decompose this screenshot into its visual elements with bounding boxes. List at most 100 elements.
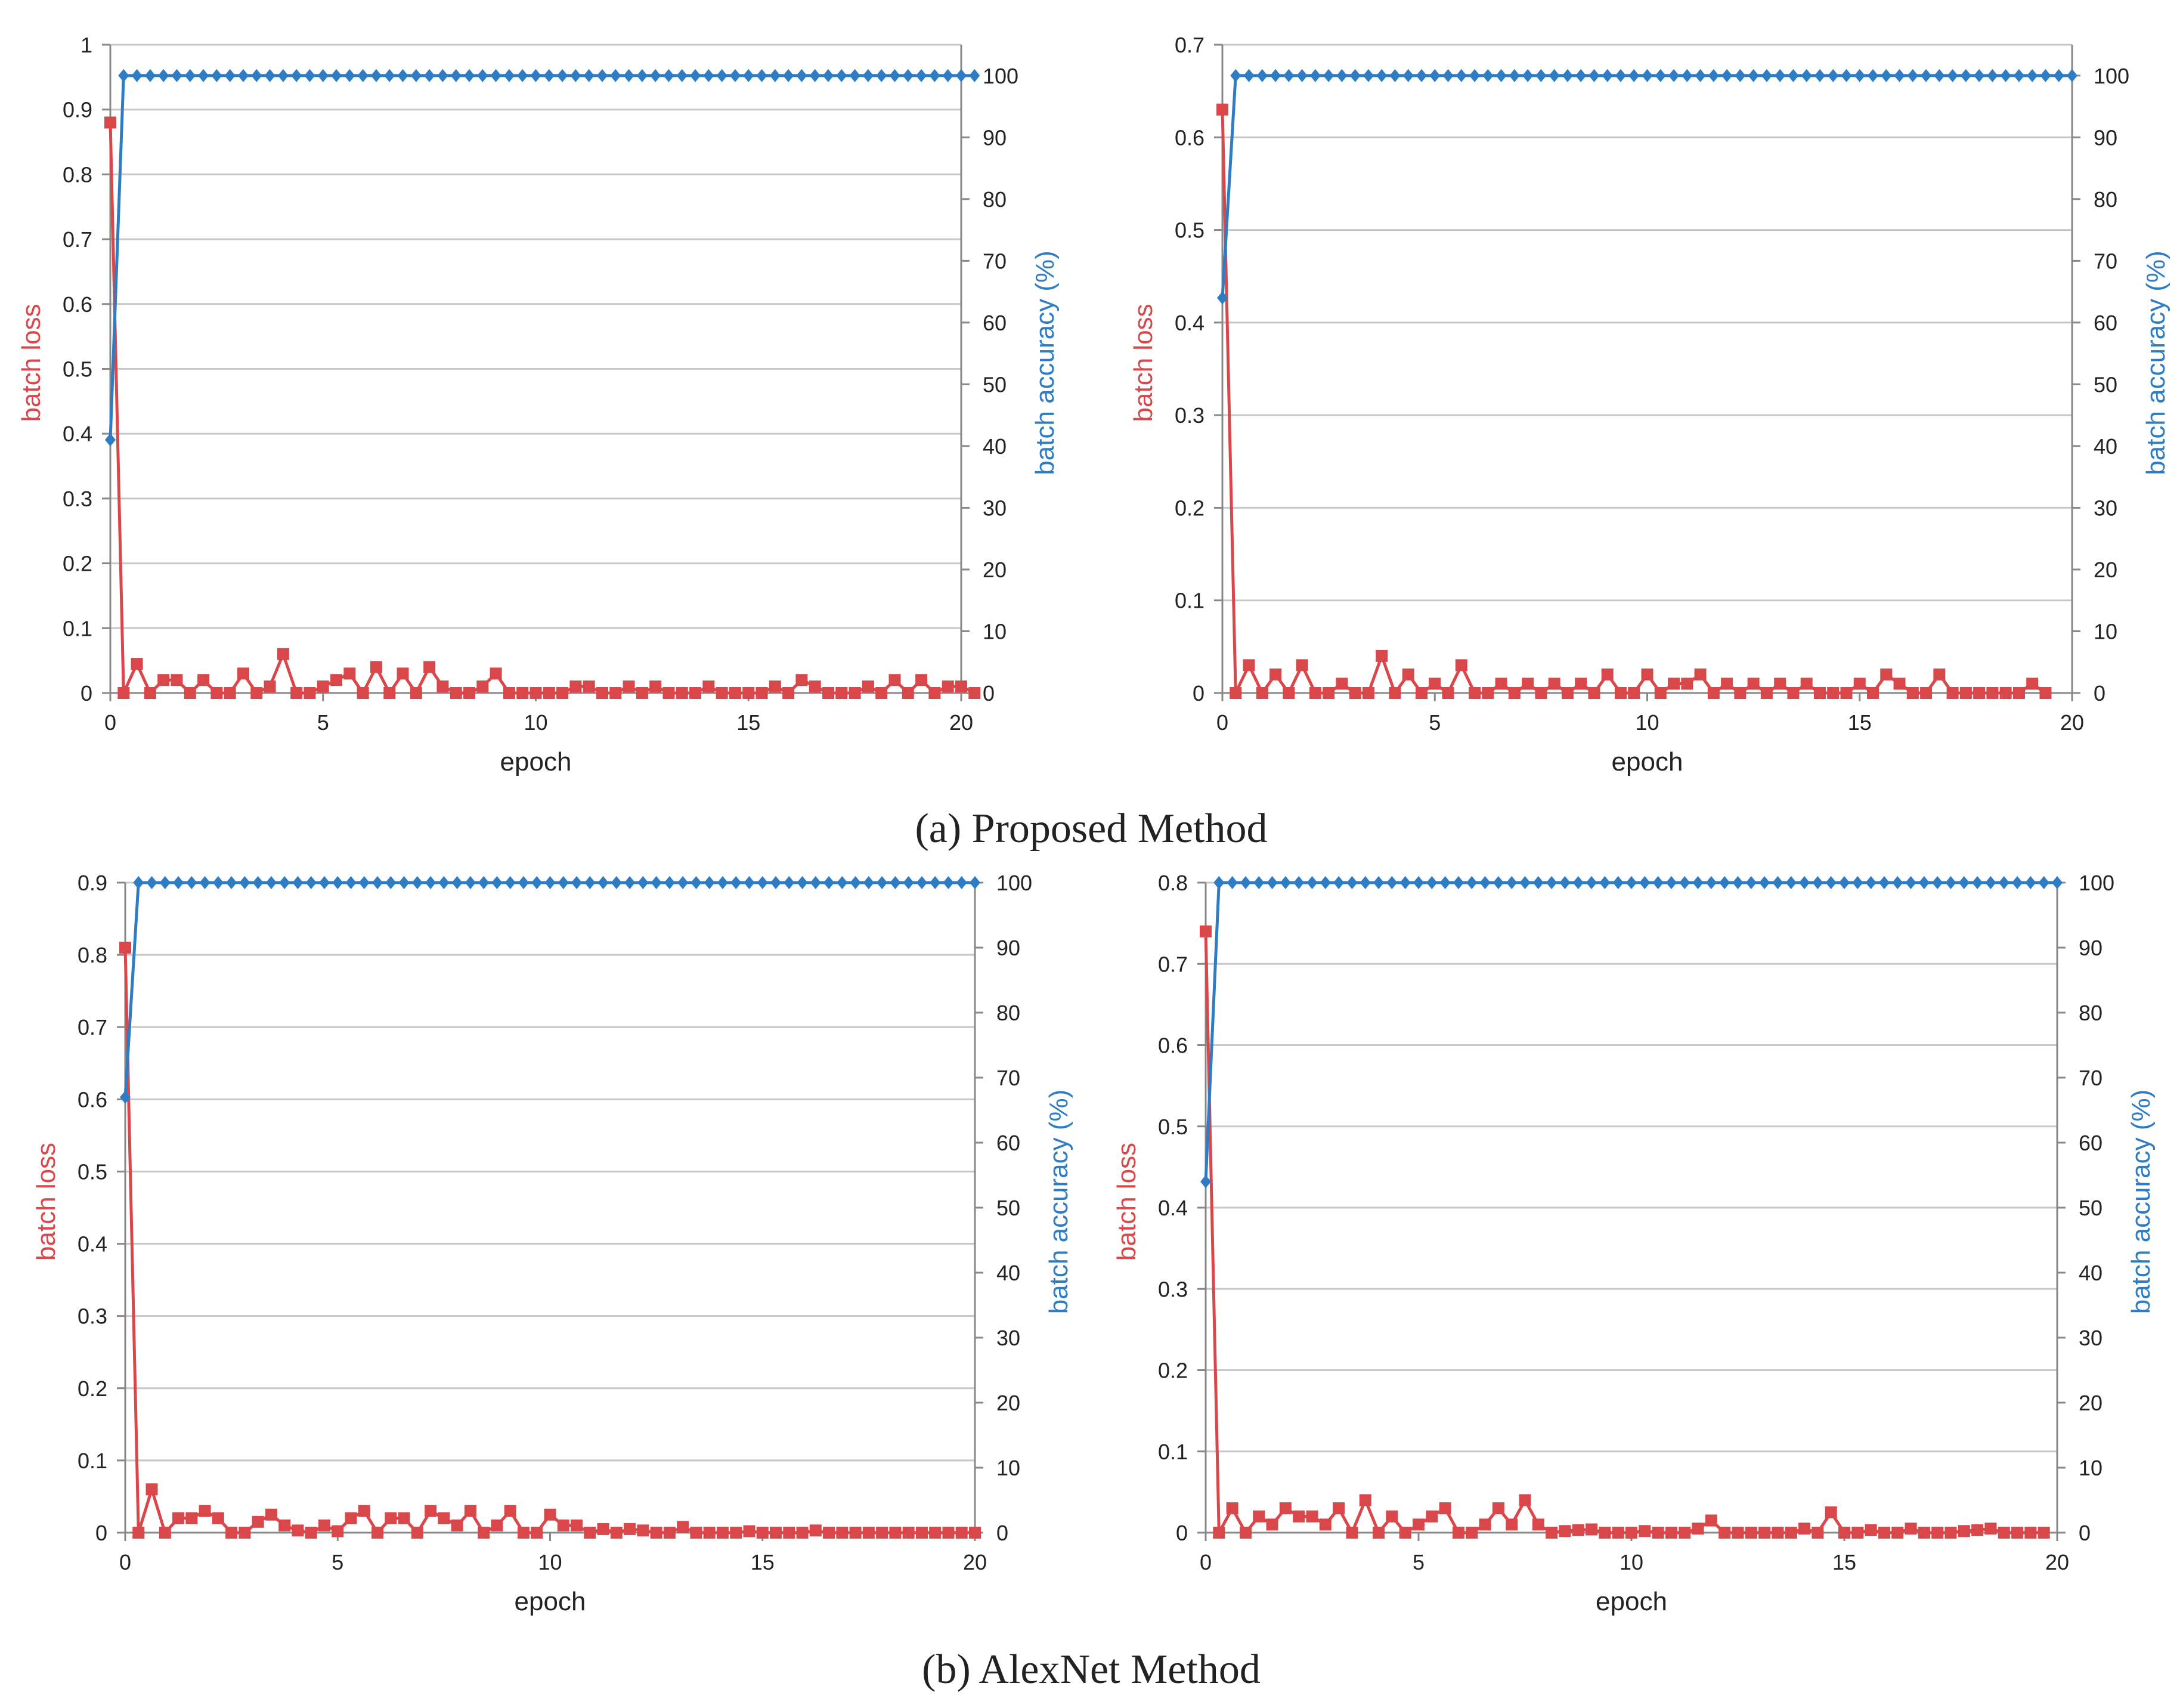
- batch-accuracy-point: [890, 876, 901, 889]
- batch-accuracy-point: [1479, 876, 1491, 889]
- batch-accuracy-point: [1456, 69, 1467, 82]
- batch-accuracy-point: [1759, 876, 1770, 889]
- batch-loss-point: [770, 1527, 782, 1539]
- batch-accuracy-point: [331, 69, 342, 82]
- batch-loss-point: [1559, 1525, 1571, 1537]
- batch-loss-point: [410, 687, 422, 699]
- batch-accuracy-point: [1562, 69, 1573, 82]
- batch-accuracy-point: [1243, 69, 1255, 82]
- batch-loss-point: [1319, 1518, 1332, 1531]
- x-tick-label: 15: [736, 710, 760, 735]
- y-left-tick-label: 0.3: [78, 1304, 107, 1329]
- batch-loss-point: [278, 1519, 291, 1531]
- y-right-tick-label: 80: [996, 1001, 1020, 1025]
- batch-loss-point: [1812, 1527, 1824, 1539]
- batch-loss-point: [1867, 687, 1879, 699]
- y-left-tick-label: 0.2: [63, 552, 92, 576]
- batch-loss-point: [1747, 677, 1760, 690]
- batch-loss-point: [730, 1527, 742, 1539]
- batch-accuracy-point: [1985, 876, 1996, 889]
- batch-loss-point: [117, 687, 130, 699]
- x-axis-label: epoch: [1612, 747, 1683, 776]
- batch-loss-point: [1800, 677, 1813, 690]
- batch-loss-point: [676, 687, 688, 699]
- batch-accuracy-point: [902, 69, 914, 82]
- x-axis-label: epoch: [500, 747, 572, 776]
- batch-loss-point: [955, 1527, 968, 1539]
- batch-accuracy-point: [704, 876, 715, 889]
- batch-accuracy-line: [1221, 74, 2072, 298]
- batch-loss-point: [1482, 687, 1494, 699]
- batch-accuracy-point: [624, 876, 636, 889]
- batch-accuracy-point: [1721, 69, 1733, 82]
- batch-loss-point: [330, 674, 343, 686]
- batch-loss-point: [159, 1527, 171, 1539]
- batch-loss-point: [1333, 1502, 1345, 1515]
- y-left-tick-label: 0.9: [78, 871, 107, 895]
- batch-loss-point: [690, 1527, 702, 1539]
- batch-loss-point: [503, 687, 515, 699]
- batch-accuracy-line: [1204, 881, 2057, 1182]
- batch-accuracy-point: [823, 69, 834, 82]
- batch-loss-point: [1813, 687, 1826, 699]
- y-right-tick-label: 90: [996, 936, 1020, 960]
- x-tick-label: 0: [1200, 1550, 1212, 1574]
- batch-accuracy-point: [690, 69, 701, 82]
- batch-accuracy-point: [1839, 876, 1850, 889]
- batch-accuracy-point: [1256, 69, 1268, 82]
- batch-loss-point: [1614, 687, 1627, 699]
- batch-accuracy-point: [1801, 69, 1812, 82]
- y-right-tick-label: 10: [2094, 619, 2117, 643]
- batch-accuracy-point: [2027, 69, 2038, 82]
- batch-accuracy-point: [120, 1090, 131, 1104]
- batch-loss-point: [623, 680, 635, 693]
- batch-accuracy-point: [729, 69, 741, 82]
- x-tick-label: 20: [2045, 1550, 2069, 1574]
- batch-loss-point: [1548, 677, 1560, 690]
- batch-accuracy-point: [384, 69, 395, 82]
- batch-loss-point: [345, 1512, 357, 1524]
- batch-loss-point: [1652, 1527, 1664, 1539]
- x-tick-label: 15: [751, 1550, 775, 1574]
- batch-loss-point: [1588, 687, 1600, 699]
- y-right-tick-label: 90: [983, 125, 1007, 150]
- batch-loss-point: [237, 667, 249, 680]
- batch-loss-point: [1933, 668, 1946, 680]
- batch-loss-point: [1599, 1527, 1611, 1539]
- y-axis-label-right: batch accuracy (%): [2141, 250, 2170, 475]
- batch-accuracy-point: [544, 876, 556, 889]
- batch-accuracy-point: [2012, 876, 2023, 889]
- batch-accuracy-point: [916, 876, 927, 889]
- batch-loss-point: [171, 674, 183, 686]
- y-left-tick-label: 0.8: [78, 943, 107, 967]
- batch-loss-point: [1522, 677, 1534, 690]
- batch-accuracy-point: [199, 876, 210, 889]
- batch-accuracy-point: [1878, 876, 1890, 889]
- batch-accuracy-point: [1719, 876, 1730, 889]
- batch-loss-point: [1893, 677, 1906, 690]
- batch-accuracy-point: [677, 876, 689, 889]
- batch-loss-point: [1612, 1527, 1624, 1539]
- batch-loss-point: [835, 687, 848, 699]
- batch-accuracy-point: [1519, 876, 1531, 889]
- batch-loss-point: [942, 1527, 955, 1539]
- batch-accuracy-point: [809, 69, 820, 82]
- batch-accuracy-point: [1974, 69, 1985, 82]
- batch-accuracy-point: [1213, 876, 1225, 889]
- batch-accuracy-point: [385, 876, 397, 889]
- batch-loss-point: [1628, 687, 1640, 699]
- batch-loss-point: [743, 1525, 755, 1537]
- batch-accuracy-point: [237, 69, 249, 82]
- batch-accuracy-line: [123, 881, 975, 1097]
- batch-loss-point: [1998, 1527, 2010, 1539]
- batch-accuracy-point: [1852, 876, 1863, 889]
- batch-loss-point: [662, 687, 675, 699]
- y-left-tick-label: 0.9: [63, 98, 92, 122]
- batch-accuracy-point: [1466, 876, 1478, 889]
- batch-loss-point: [210, 687, 223, 699]
- y-right-tick-label: 100: [2094, 64, 2129, 88]
- batch-loss-point: [1283, 687, 1295, 699]
- batch-accuracy-point: [105, 433, 116, 447]
- batch-loss-point: [1798, 1523, 1811, 1535]
- batch-accuracy-point: [583, 69, 594, 82]
